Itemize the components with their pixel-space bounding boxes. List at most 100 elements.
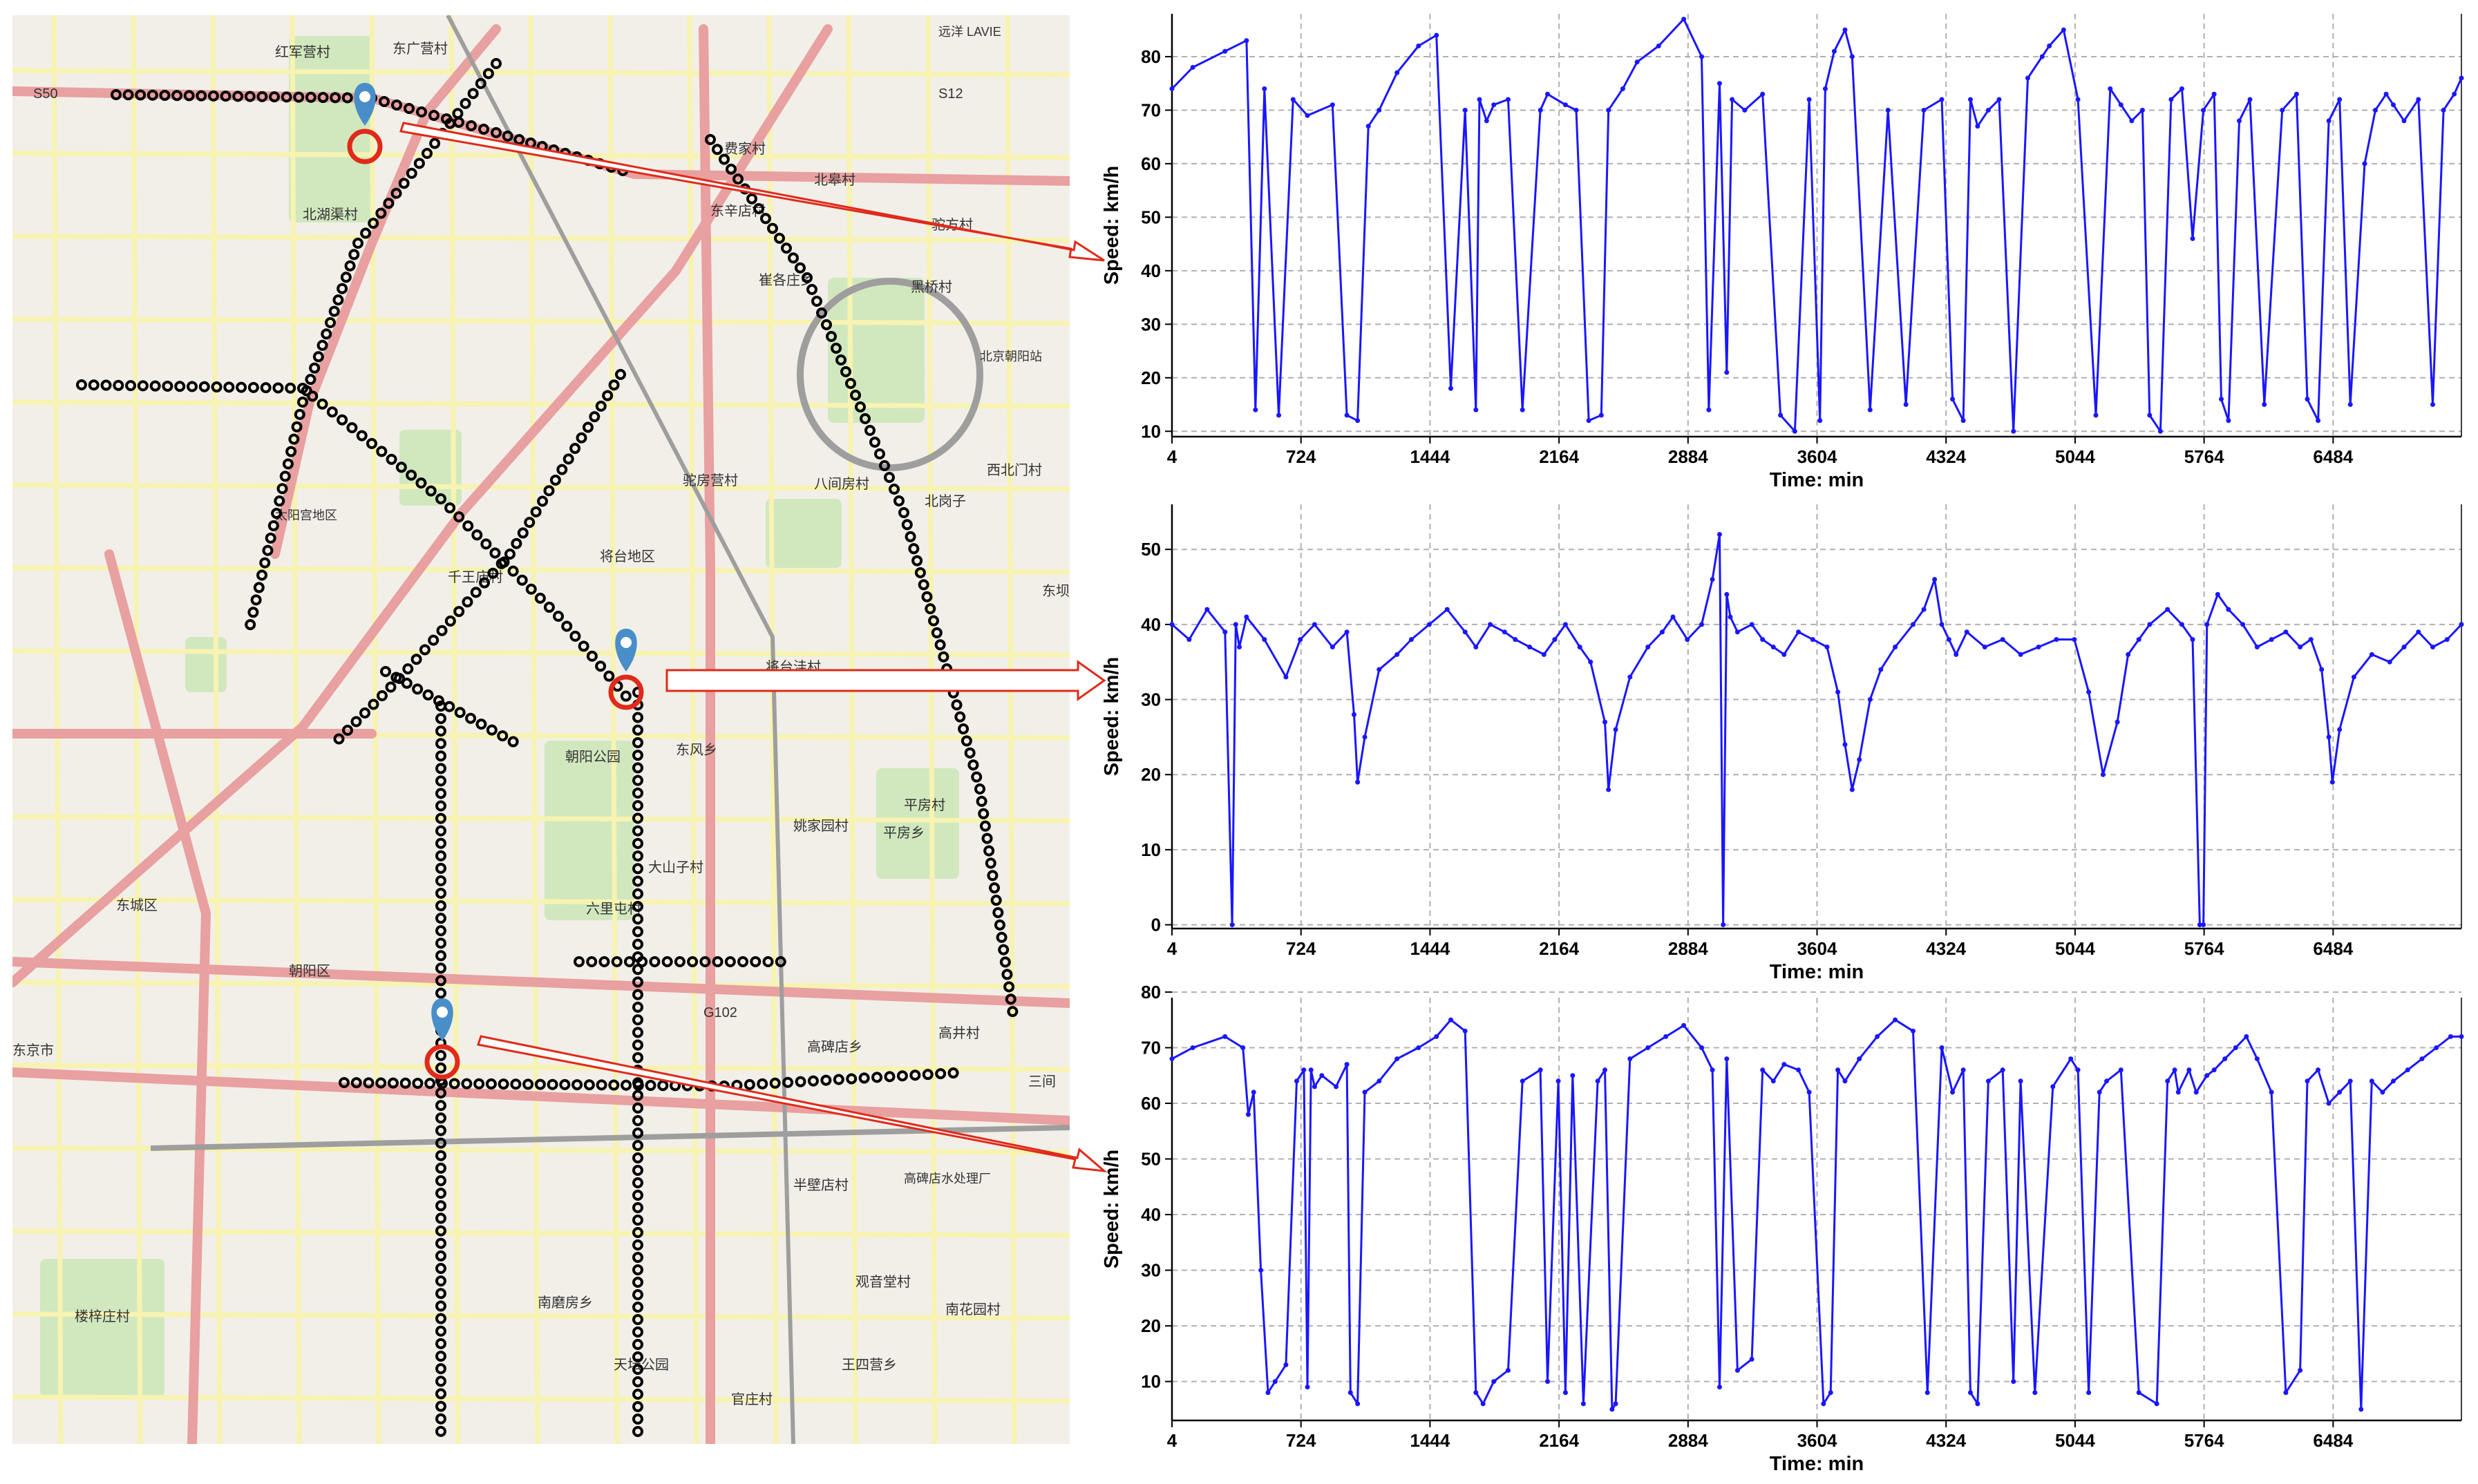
speed-data-point: [2316, 1067, 2321, 1073]
route-dot: [632, 1351, 643, 1362]
speed-data-point: [1426, 622, 1432, 627]
route-dot: [387, 1077, 399, 1089]
speed-data-point: [2154, 1401, 2159, 1407]
speed-data-point: [2190, 637, 2195, 643]
route-dot: [305, 91, 316, 103]
route-dot: [661, 956, 673, 967]
speed-data-point: [2441, 107, 2446, 113]
route-dot: [256, 91, 268, 102]
speed-data-point: [2326, 1101, 2332, 1106]
route-dot: [376, 446, 388, 457]
route-dot: [368, 698, 379, 710]
speed-data-point: [1921, 607, 1927, 612]
speed-data-point: [2390, 1078, 2396, 1084]
map-label: 东京市: [12, 1043, 54, 1058]
speed-data-point: [1251, 1090, 1256, 1095]
y-tick-label: 20: [1141, 1315, 1161, 1336]
speed-data-point: [1867, 697, 1873, 703]
route-dot: [632, 1239, 643, 1250]
speed-data-point: [1276, 412, 1282, 418]
route-dot: [410, 654, 422, 665]
map-label: 高井村: [938, 1025, 980, 1041]
sensor-ring: [608, 674, 644, 710]
map-marker-sensor-1[interactable]: [347, 83, 383, 164]
speed-data-point: [1721, 922, 1726, 928]
speed-data-point: [1473, 1390, 1479, 1396]
speed-data-point: [1975, 1401, 1980, 1407]
route-dot: [632, 800, 643, 812]
speed-data-point: [2100, 772, 2106, 777]
map-label: 朝阳区: [289, 963, 330, 979]
speed-data-point: [2197, 922, 2202, 928]
route-dot: [632, 1414, 643, 1425]
speed-data-point: [2201, 922, 2206, 928]
y-tick-label: 40: [1141, 260, 1161, 281]
y-tick-label: 30: [1141, 1260, 1161, 1281]
speed-data-point: [2086, 689, 2092, 695]
speed-data-point: [1954, 651, 1959, 657]
location-pin-icon: [354, 83, 376, 126]
y-tick-label: 50: [1141, 539, 1161, 560]
x-tick-label: 724: [1286, 1430, 1316, 1451]
route-dot: [985, 857, 996, 869]
sensor-ring: [424, 1044, 460, 1080]
route-dot: [632, 1401, 643, 1412]
speed-data-point: [2298, 1368, 2303, 1373]
x-axis-label: Time: min: [1770, 469, 1864, 491]
route-dot: [435, 950, 446, 962]
route-dot: [360, 227, 372, 239]
route-dot: [632, 913, 643, 925]
speed-data-point: [2236, 118, 2242, 124]
speed-data-point: [1351, 712, 1356, 717]
speed-data-point: [2075, 1067, 2081, 1073]
speed-data-point: [2262, 402, 2267, 408]
route-dot: [976, 795, 987, 807]
map-label: 北京朝阳站: [980, 350, 1042, 363]
major-road: [104, 549, 211, 1444]
route-dot: [375, 1077, 387, 1089]
route-dot: [586, 956, 598, 967]
map-marker-sensor-2[interactable]: [608, 629, 644, 710]
speed-data-point: [2097, 1090, 2102, 1095]
minor-road: [12, 1311, 1070, 1321]
speed-data-point: [1245, 1112, 1251, 1117]
speed-data-point: [1613, 1401, 1618, 1407]
route-dot: [368, 218, 379, 229]
route-dot: [632, 976, 643, 988]
route-dot: [122, 89, 134, 101]
speed-data-point: [1627, 674, 1633, 680]
route-dot: [366, 438, 377, 449]
speed-data-point: [1448, 1017, 1453, 1022]
speed-series-line: [1171, 18, 2463, 432]
speed-data-point: [1222, 1034, 1228, 1039]
speed-data-point: [1190, 1045, 1195, 1050]
route-dot: [632, 762, 643, 774]
speed-data-point: [1444, 607, 1450, 612]
route-dot: [608, 379, 620, 391]
sensor-markers[interactable]: [347, 83, 644, 1080]
y-tick-label: 80: [1141, 982, 1161, 1002]
route-dot: [453, 511, 465, 523]
map-label: 朝阳公园: [565, 749, 621, 765]
speed-data-point: [2362, 161, 2367, 167]
speed-data-point: [1932, 577, 1938, 582]
route-dot: [412, 683, 424, 695]
minor-road: [12, 316, 1070, 326]
map-marker-sensor-3[interactable]: [424, 998, 460, 1080]
route-dot: [435, 925, 446, 937]
route-dot: [444, 701, 455, 712]
route-dot: [309, 362, 321, 374]
route-dot: [491, 58, 502, 69]
speed-data-point: [1462, 1028, 1468, 1034]
route-dot: [350, 716, 362, 727]
route-dot: [333, 733, 345, 745]
route-dot: [435, 938, 446, 949]
speed-data-point: [2018, 651, 2023, 657]
route-dot: [385, 681, 397, 693]
route-dot: [187, 381, 198, 392]
speed-data-point: [2222, 1056, 2228, 1062]
x-tick-label: 2164: [1539, 446, 1579, 467]
speed-data-point: [1394, 651, 1400, 657]
speed-data-point: [1663, 1034, 1669, 1039]
